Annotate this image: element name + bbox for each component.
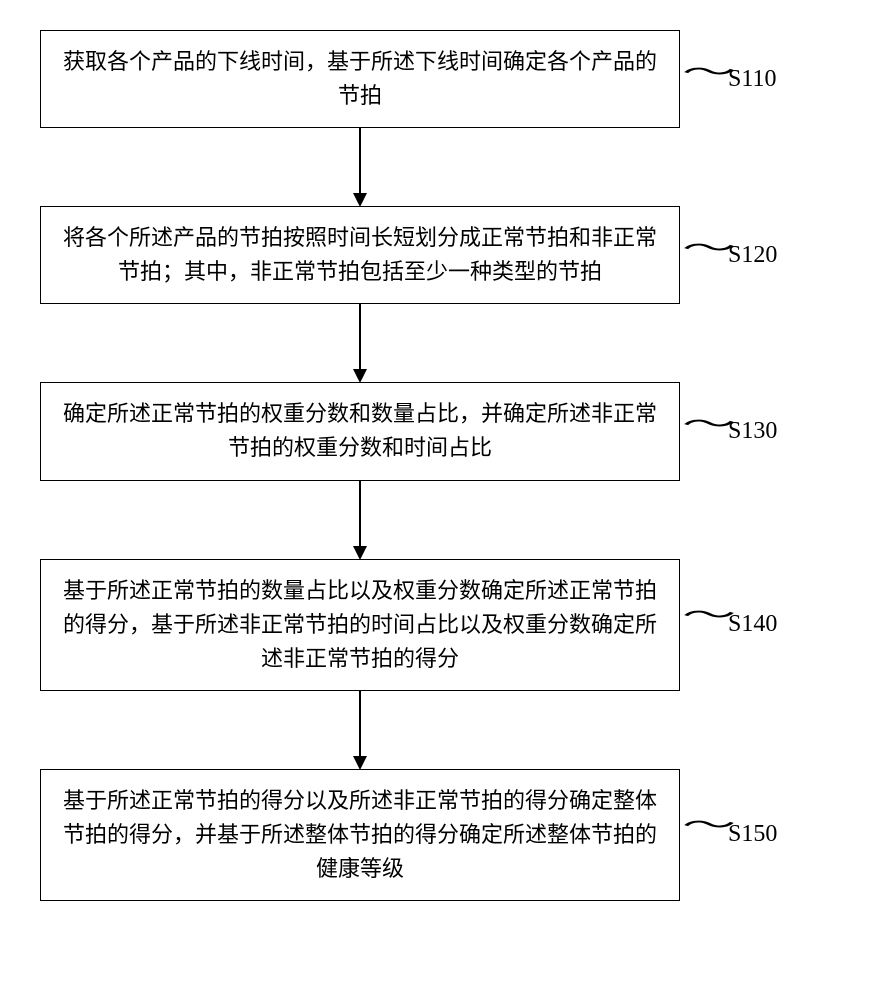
flowchart-container: 获取各个产品的下线时间，基于所述下线时间确定各个产品的节拍～S110 将各个所述产… [40,30,850,901]
flowchart-step-row: 基于所述正常节拍的得分以及所述非正常节拍的得分确定整体节拍的得分，并基于所述整体… [40,769,850,901]
flowchart-arrow [40,128,680,206]
tilde-connector-icon: ～ [682,61,736,85]
flowchart-step-box: 获取各个产品的下线时间，基于所述下线时间确定各个产品的节拍 [40,30,680,128]
arrow-head-icon [353,193,367,207]
flowchart-step-box: 基于所述正常节拍的数量占比以及权重分数确定所述正常节拍的得分，基于所述非正常节拍… [40,559,680,691]
flowchart-step-box: 确定所述正常节拍的权重分数和数量占比，并确定所述非正常节拍的权重分数和时间占比 [40,382,680,480]
tilde-connector-icon: ～ [682,237,736,261]
arrow-head-icon [353,546,367,560]
flowchart-arrow [40,691,680,769]
flowchart-step-box: 基于所述正常节拍的得分以及所述非正常节拍的得分确定整体节拍的得分，并基于所述整体… [40,769,680,901]
arrow-head-icon [353,756,367,770]
tilde-connector-icon: ～ [682,604,736,628]
arrow-head-icon [353,369,367,383]
flowchart-step-row: 基于所述正常节拍的数量占比以及权重分数确定所述正常节拍的得分，基于所述非正常节拍… [40,559,850,691]
flowchart-arrow [40,304,680,382]
tilde-connector-icon: ～ [682,413,736,437]
flowchart-step-row: 将各个所述产品的节拍按照时间长短划分成正常节拍和非正常节拍；其中，非正常节拍包括… [40,206,850,304]
tilde-connector-icon: ～ [682,814,736,838]
flowchart-step-row: 获取各个产品的下线时间，基于所述下线时间确定各个产品的节拍～S110 [40,30,850,128]
flowchart-step-box: 将各个所述产品的节拍按照时间长短划分成正常节拍和非正常节拍；其中，非正常节拍包括… [40,206,680,304]
flowchart-step-row: 确定所述正常节拍的权重分数和数量占比，并确定所述非正常节拍的权重分数和时间占比～… [40,382,850,480]
flowchart-arrow [40,481,680,559]
